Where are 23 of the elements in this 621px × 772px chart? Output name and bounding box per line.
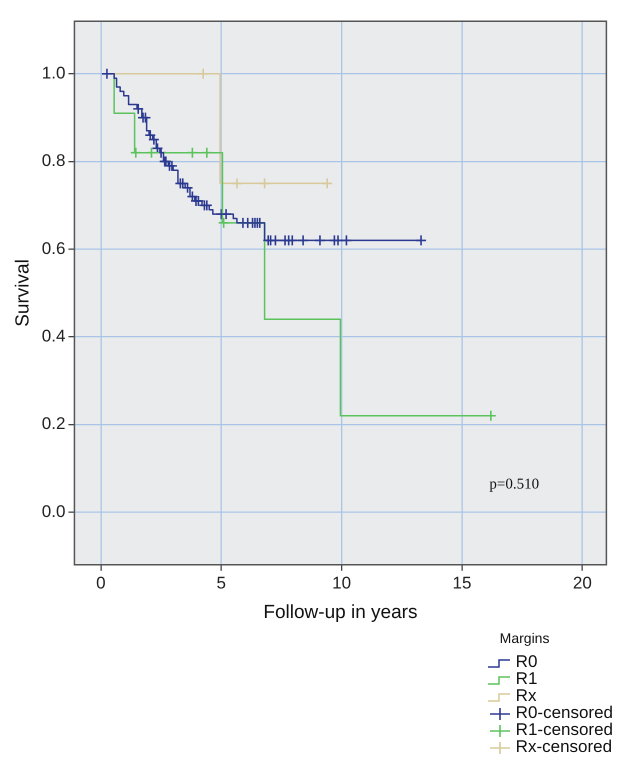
x-tick-label: 0 [96, 574, 106, 593]
y-tick-label: 0.8 [42, 151, 66, 170]
y-axis-title: Survival [12, 259, 34, 327]
point [140, 112, 152, 124]
x-tick-label: 20 [572, 574, 592, 593]
legend-label: R1-censored [516, 720, 613, 739]
x-tick-label: 5 [216, 574, 226, 593]
y-tick-label: 0.4 [42, 326, 66, 346]
legend-label: R1 [516, 669, 538, 688]
legend-label: Rx [516, 686, 536, 705]
y-tick-label: 0.2 [42, 414, 66, 434]
point [132, 103, 144, 115]
y-tick-label: 0.6 [42, 238, 66, 258]
annotation: p=0.510 [489, 476, 540, 493]
legend-label: Rx-censored [516, 737, 612, 756]
y-tick-label: 1.0 [42, 63, 66, 82]
y-tick-label: 0.0 [42, 502, 66, 521]
x-axis-title: Follow-up in years [263, 602, 418, 623]
legend-title: Margins [500, 630, 550, 647]
x-tick-label: 10 [332, 574, 352, 593]
legend-label: R0 [516, 652, 538, 671]
x-tick-label: 15 [452, 574, 472, 593]
legend-label: R0-censored [516, 703, 613, 722]
